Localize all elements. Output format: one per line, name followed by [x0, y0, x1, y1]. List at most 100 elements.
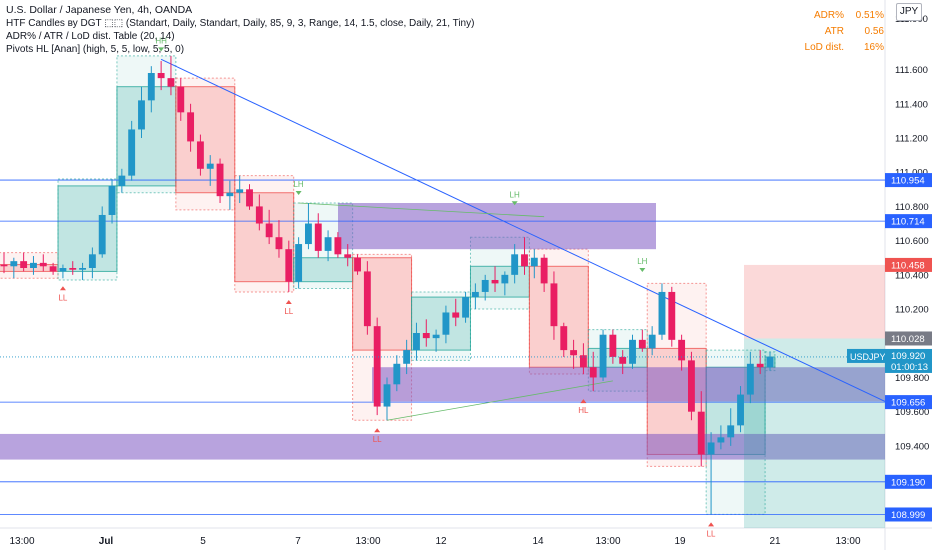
htf-body-box [175, 86, 236, 194]
htf-wick-box [116, 55, 177, 194]
currency-button[interactable]: JPY [896, 3, 922, 21]
candle-body [452, 312, 460, 318]
candle-body [756, 363, 764, 368]
candle-body [324, 237, 332, 251]
candle-body [79, 268, 87, 270]
candle-body [530, 257, 538, 267]
candle-body [481, 279, 489, 292]
price-level-tag-text: 108.999 [891, 510, 925, 521]
y-tick-label: 110.200 [895, 305, 929, 316]
price-level-tag [885, 395, 932, 410]
candle-body [501, 274, 509, 284]
price-level-tag-text: 109.190 [891, 477, 925, 488]
candle-body [589, 367, 597, 378]
htf-body-box [352, 257, 413, 351]
candle-body [10, 261, 18, 267]
candle-body [108, 185, 116, 215]
htf-body-box [528, 265, 589, 368]
supply-demand-zone [338, 203, 656, 250]
candle-body [177, 86, 185, 113]
position-target-area [744, 338, 885, 528]
pivot-low-marker [374, 428, 381, 433]
candle-body [383, 384, 391, 407]
indicator-adr-table[interactable]: ADR% / ATR / LoD dist. Table (20, 14) [6, 31, 175, 42]
candle-body [246, 189, 253, 207]
candle-body [147, 73, 155, 101]
y-tick-label: 109.600 [895, 407, 929, 418]
candle-body [354, 257, 361, 272]
y-tick-label: 110.600 [895, 236, 929, 247]
adr-stats-table: ADR% 0.51% ATR 0.56 LoD dist. 16% [800, 8, 884, 56]
htf-wick-box [57, 178, 118, 281]
htf-body-box [57, 185, 118, 272]
pivot-high-label: LH [293, 180, 303, 189]
price-level-tag [885, 214, 932, 229]
pivot-high-marker [639, 267, 646, 272]
htf-body-box [116, 86, 177, 187]
htf-body-box [234, 192, 295, 283]
x-tick-label: 13:00 [9, 536, 34, 547]
stats-row-lod: LoD dist. 16% [800, 40, 884, 56]
candle-body [746, 363, 754, 395]
candle-body [0, 264, 8, 267]
htf-body-box [411, 296, 471, 351]
candle-body [629, 339, 636, 364]
indicator-pivots[interactable]: Pivots HL [Anan] (high, 5, 5, low, 5, 5,… [6, 44, 185, 55]
pivot-connector [386, 380, 613, 421]
countdown-text: 01:00:13 [891, 362, 928, 373]
chart-title: U.S. Dollar / Japanese Yen, 4h, OANDA [6, 4, 193, 16]
candle-body [314, 223, 322, 251]
indicator-htf-candles[interactable]: HTF Candles ву DGT ⬚⬚ (Standart, Daily, … [6, 18, 475, 29]
candle-body [422, 333, 430, 339]
candle-body [118, 175, 126, 186]
stats-label: ADR% [813, 10, 844, 21]
candle-body [167, 78, 175, 87]
price-level-tag-text: 109.656 [891, 398, 925, 409]
candle-body [727, 425, 735, 438]
candle-body [30, 262, 37, 268]
candle-body [511, 254, 519, 275]
candle-body [560, 326, 568, 351]
candle-body [373, 326, 381, 407]
candle-body [491, 279, 499, 284]
symbol-tag-text: USDJPY [850, 352, 886, 362]
supply-demand-zone [0, 433, 885, 460]
candle-body [69, 268, 77, 270]
supply-demand-zone [372, 367, 885, 402]
candle-body [226, 192, 234, 197]
pivot-connector [298, 202, 545, 218]
pivot-low-label: HL [578, 406, 589, 415]
target-tag-text: 110.458 [891, 260, 925, 271]
stats-value: 0.51% [855, 10, 884, 21]
y-tick-label: 110.400 [895, 270, 929, 281]
pivot-high-label: LH [510, 190, 520, 199]
pivot-low-marker [285, 299, 292, 304]
candle-body [187, 112, 195, 142]
stats-value: 16% [863, 42, 884, 53]
htf-wick-box [234, 175, 295, 293]
candle-body [579, 355, 587, 368]
htf-body-box [293, 257, 354, 283]
candle-body [393, 363, 401, 385]
htf-wick-box [0, 252, 59, 279]
candle-body [88, 254, 96, 268]
candle-body [39, 262, 47, 267]
stats-value: 0.56 [864, 26, 884, 37]
y-tick-label: 111.200 [895, 134, 928, 145]
htf-body-box [587, 347, 648, 368]
candle-body [403, 350, 411, 364]
x-tick-label: 12 [435, 536, 447, 547]
candle-body [648, 334, 656, 349]
stop-tag-text: 110.028 [891, 334, 925, 345]
htf-wick-box [411, 291, 471, 361]
candle-body [206, 163, 214, 169]
candle-body [304, 223, 312, 245]
candle-body [471, 291, 479, 298]
current-price-text: 109.920 [891, 351, 925, 362]
target-tag [885, 257, 932, 272]
candle-body [138, 100, 145, 130]
pivot-low-label: LL [373, 435, 382, 444]
candle-body [59, 268, 67, 272]
y-tick-label: 111.400 [895, 99, 928, 110]
